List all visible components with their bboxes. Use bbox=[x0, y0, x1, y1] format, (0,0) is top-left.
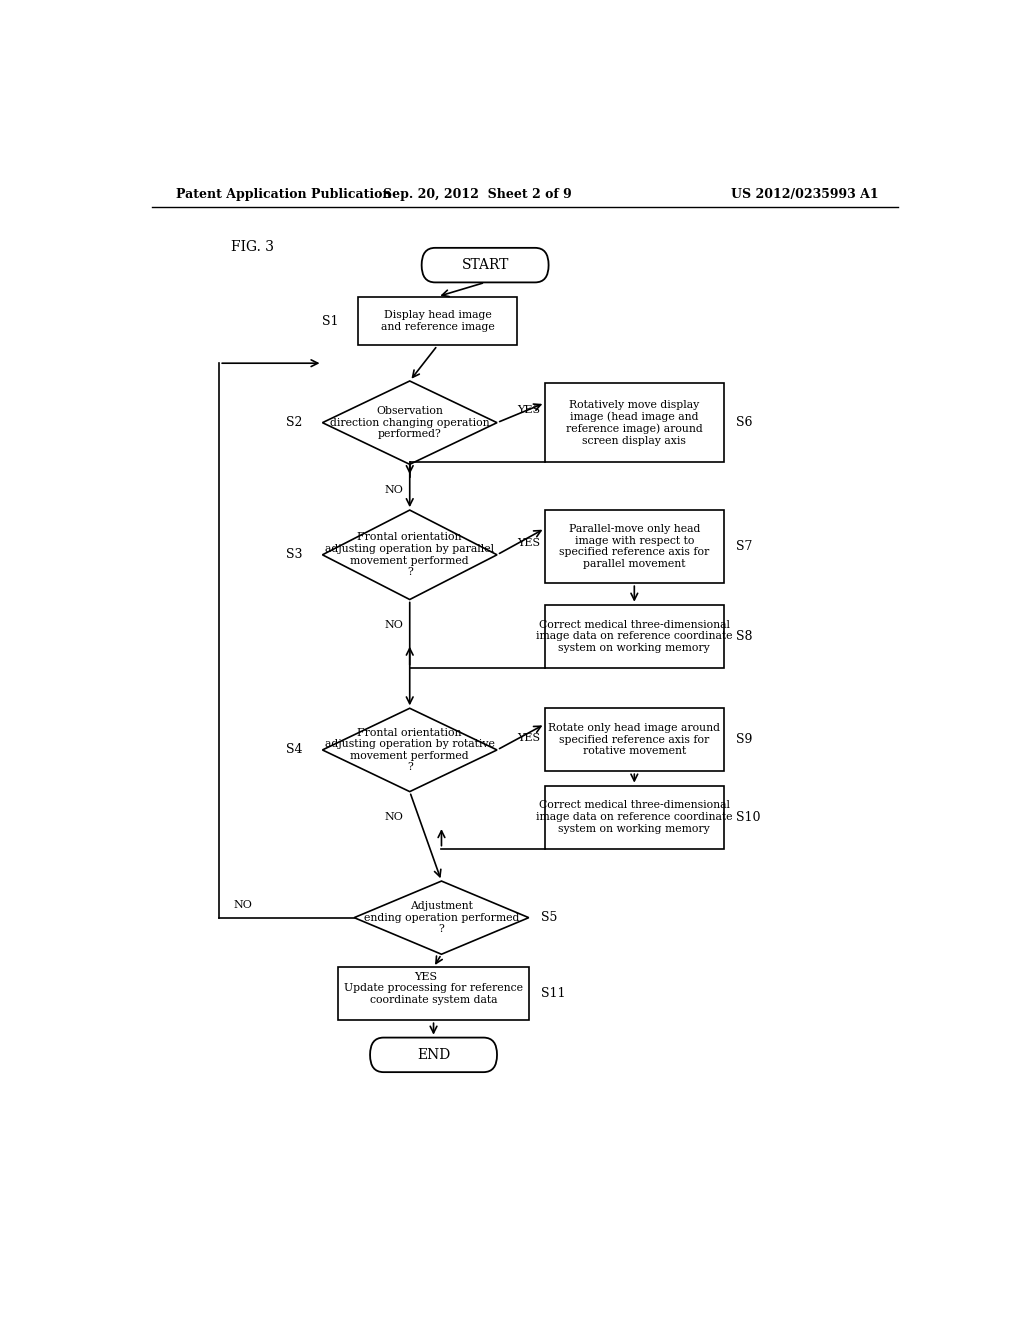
Text: YES: YES bbox=[517, 733, 541, 743]
FancyBboxPatch shape bbox=[422, 248, 549, 282]
FancyBboxPatch shape bbox=[370, 1038, 497, 1072]
Text: Rotate only head image around
specified reference axis for
rotative movement: Rotate only head image around specified … bbox=[548, 723, 720, 756]
Polygon shape bbox=[354, 880, 528, 954]
Text: S1: S1 bbox=[322, 314, 338, 327]
Text: Rotatively move display
image (head image and
reference image) around
screen dis: Rotatively move display image (head imag… bbox=[566, 400, 702, 446]
Text: NO: NO bbox=[384, 812, 403, 822]
Text: Correct medical three-dimensional
image data on reference coordinate
system on w: Correct medical three-dimensional image … bbox=[537, 619, 732, 652]
Text: YES: YES bbox=[517, 537, 541, 548]
Bar bbox=[545, 785, 724, 849]
Text: S10: S10 bbox=[735, 810, 760, 824]
Polygon shape bbox=[323, 510, 497, 599]
Bar bbox=[545, 510, 724, 583]
Text: Sep. 20, 2012  Sheet 2 of 9: Sep. 20, 2012 Sheet 2 of 9 bbox=[383, 189, 571, 202]
Text: S11: S11 bbox=[541, 987, 565, 1001]
Bar bbox=[545, 605, 724, 668]
Text: US 2012/0235993 A1: US 2012/0235993 A1 bbox=[731, 189, 879, 202]
Text: YES: YES bbox=[517, 405, 541, 416]
Text: S5: S5 bbox=[541, 911, 557, 924]
Text: S7: S7 bbox=[735, 540, 752, 553]
Bar bbox=[338, 968, 528, 1020]
Text: Display head image
and reference image: Display head image and reference image bbox=[381, 310, 495, 331]
Text: S8: S8 bbox=[735, 630, 752, 643]
Text: S2: S2 bbox=[287, 416, 303, 429]
Text: Frontal orientation
adjusting operation by parallel
movement performed
?: Frontal orientation adjusting operation … bbox=[326, 532, 495, 577]
Text: Patent Application Publication: Patent Application Publication bbox=[176, 189, 391, 202]
Bar bbox=[545, 383, 724, 462]
Text: S9: S9 bbox=[735, 734, 752, 746]
Bar bbox=[358, 297, 517, 346]
Text: Adjustment
ending operation performed
?: Adjustment ending operation performed ? bbox=[364, 902, 519, 935]
Text: S6: S6 bbox=[735, 416, 752, 429]
Text: NO: NO bbox=[384, 620, 403, 630]
Text: Observation
direction changing operation
performed?: Observation direction changing operation… bbox=[330, 407, 489, 440]
Text: S4: S4 bbox=[286, 743, 303, 756]
Bar bbox=[545, 709, 724, 771]
Text: YES: YES bbox=[414, 972, 437, 982]
Text: Parallel-move only head
image with respect to
specified reference axis for
paral: Parallel-move only head image with respe… bbox=[559, 524, 710, 569]
Text: NO: NO bbox=[384, 484, 403, 495]
Text: S3: S3 bbox=[286, 548, 303, 561]
Polygon shape bbox=[323, 381, 497, 465]
Text: END: END bbox=[417, 1048, 451, 1061]
Text: Frontal orientation
adjusting operation by rotative
movement performed
?: Frontal orientation adjusting operation … bbox=[325, 727, 495, 772]
Text: START: START bbox=[462, 259, 509, 272]
Polygon shape bbox=[323, 709, 497, 792]
Text: FIG. 3: FIG. 3 bbox=[231, 240, 274, 253]
Text: Update processing for reference
coordinate system data: Update processing for reference coordina… bbox=[344, 983, 523, 1005]
Text: NO: NO bbox=[233, 900, 253, 911]
Text: Correct medical three-dimensional
image data on reference coordinate
system on w: Correct medical three-dimensional image … bbox=[537, 800, 732, 834]
